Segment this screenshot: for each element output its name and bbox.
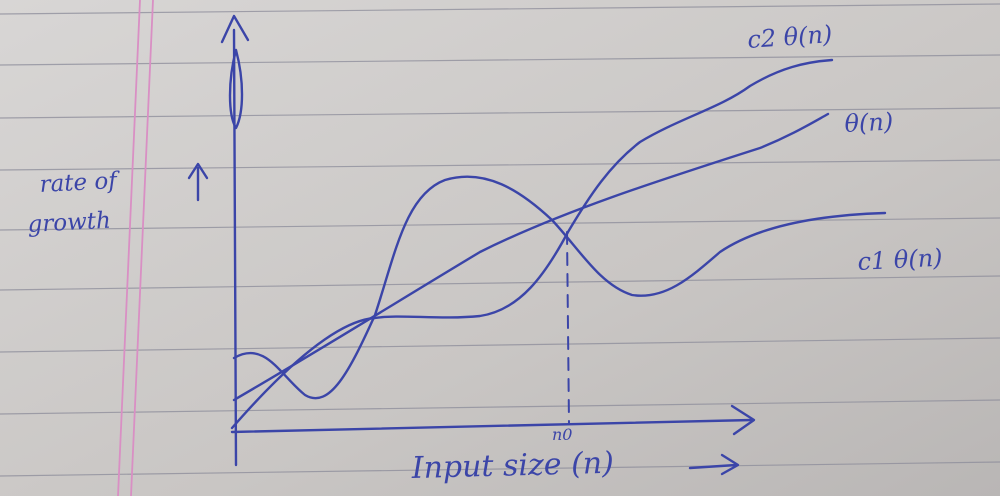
y-axis bbox=[232, 28, 238, 467]
x-axis-label: Input size (n) bbox=[410, 446, 614, 486]
y-axis-label-line2: growth bbox=[27, 208, 112, 238]
curve-label-c1-theta-n: c1 θ(n) bbox=[857, 244, 943, 276]
n0-dashed-line bbox=[566, 231, 570, 425]
y-axis-arrowhead bbox=[220, 14, 250, 44]
y-axis-label-line1: rate of bbox=[39, 168, 121, 198]
n0-label: n0 bbox=[552, 425, 572, 444]
rate-up-arrowhead bbox=[187, 162, 209, 180]
ruled-lines bbox=[0, 3, 1000, 477]
curve-c2-theta-n bbox=[230, 58, 834, 430]
x-label-arrowhead bbox=[720, 453, 740, 476]
margin-lines bbox=[117, 0, 154, 496]
ink-drawing bbox=[187, 14, 887, 476]
y-axis-scribble bbox=[228, 48, 244, 130]
curve-c1-theta-n bbox=[232, 175, 887, 400]
curve-label-theta-n: θ(n) bbox=[844, 107, 894, 138]
curve-label-c2-theta-n: c2 θ(n) bbox=[746, 20, 833, 54]
x-axis bbox=[230, 418, 754, 434]
x-axis-arrowhead bbox=[730, 404, 756, 436]
x-label-arrow bbox=[688, 463, 738, 470]
